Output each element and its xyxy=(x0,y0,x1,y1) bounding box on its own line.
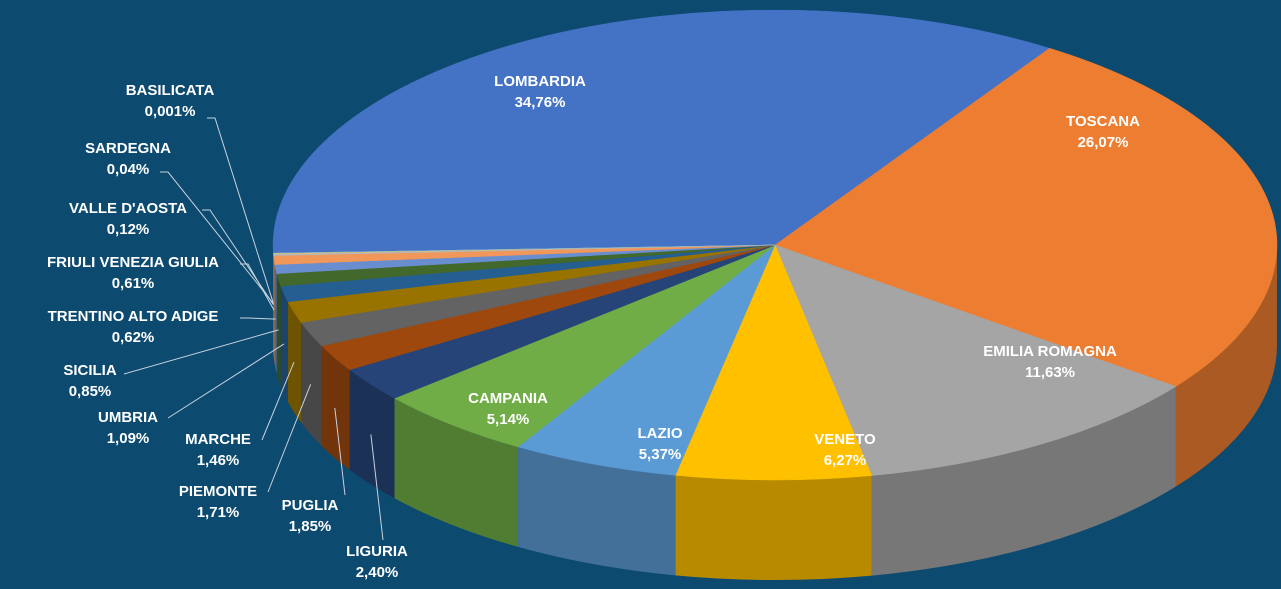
leader-line xyxy=(160,171,274,304)
value-label: 0,001% xyxy=(145,103,196,120)
category-label: CAMPANIA xyxy=(468,390,548,407)
category-label: UMBRIA xyxy=(98,409,158,426)
value-label: 1,71% xyxy=(197,504,240,521)
category-label: FRIULI VENEZIA GIULIA xyxy=(47,254,219,271)
value-label: 1,46% xyxy=(197,452,240,469)
slice xyxy=(517,244,776,476)
slice-side xyxy=(276,273,281,387)
pie-top xyxy=(272,9,1278,481)
slice-side xyxy=(273,255,275,365)
value-label: 34,76% xyxy=(515,94,566,111)
slice-side xyxy=(1175,245,1277,487)
category-label: VENETO xyxy=(814,431,876,448)
leader-line xyxy=(240,317,276,320)
leader-line xyxy=(207,117,274,304)
value-label: 6,27% xyxy=(824,452,867,469)
slice-side xyxy=(349,369,395,499)
category-label: LOMBARDIA xyxy=(494,73,586,90)
category-label: LIGURIA xyxy=(346,543,408,560)
slice-side xyxy=(871,386,1176,576)
value-label: 0,04% xyxy=(107,161,150,178)
value-label: 2,40% xyxy=(356,564,399,581)
slice xyxy=(674,244,873,481)
value-label: 0,62% xyxy=(112,329,155,346)
value-label: 26,07% xyxy=(1078,134,1129,151)
slice-side xyxy=(675,475,872,580)
leader-line xyxy=(202,209,274,305)
leader-line xyxy=(167,343,285,419)
category-label: TOSCANA xyxy=(1066,113,1140,130)
leader-line xyxy=(370,434,384,541)
leader-line xyxy=(267,384,312,493)
category-label: EMILIA ROMAGNA xyxy=(983,343,1117,360)
category-label: PUGLIA xyxy=(282,497,339,514)
value-label: 0,85% xyxy=(69,383,112,400)
leader-line xyxy=(334,407,346,496)
slice-side xyxy=(301,322,322,446)
category-label: SARDEGNA xyxy=(85,140,171,157)
value-label: 1,09% xyxy=(107,430,150,447)
slice xyxy=(393,244,776,448)
leader-line xyxy=(261,362,295,441)
slice xyxy=(272,9,1051,254)
value-label: 11,63% xyxy=(1025,364,1075,381)
slice-side xyxy=(280,286,288,402)
value-label: 5,37% xyxy=(639,446,682,463)
category-label: SICILIA xyxy=(63,362,117,379)
slice xyxy=(774,47,1278,387)
slice-side xyxy=(321,345,350,470)
value-label: 0,61% xyxy=(112,275,155,292)
value-label: 5,14% xyxy=(487,411,530,428)
category-label: TRENTINO ALTO ADIGE xyxy=(48,308,219,325)
category-label: MARCHE xyxy=(185,431,251,448)
leader-line xyxy=(240,263,275,311)
slice-side xyxy=(394,398,519,547)
slice-side xyxy=(274,264,277,374)
slice-side xyxy=(518,446,676,576)
category-label: BASILICATA xyxy=(126,82,215,99)
leader-line xyxy=(123,329,279,375)
value-label: 1,85% xyxy=(289,518,332,535)
value-label: 0,12% xyxy=(107,221,150,238)
slice xyxy=(774,244,1177,476)
category-label: PIEMONTE xyxy=(179,483,257,500)
slice xyxy=(273,244,776,254)
pie-sides xyxy=(273,245,1277,580)
category-label: VALLE D'AOSTA xyxy=(69,200,187,217)
category-label: LAZIO xyxy=(638,425,683,442)
slice-side xyxy=(287,301,302,423)
